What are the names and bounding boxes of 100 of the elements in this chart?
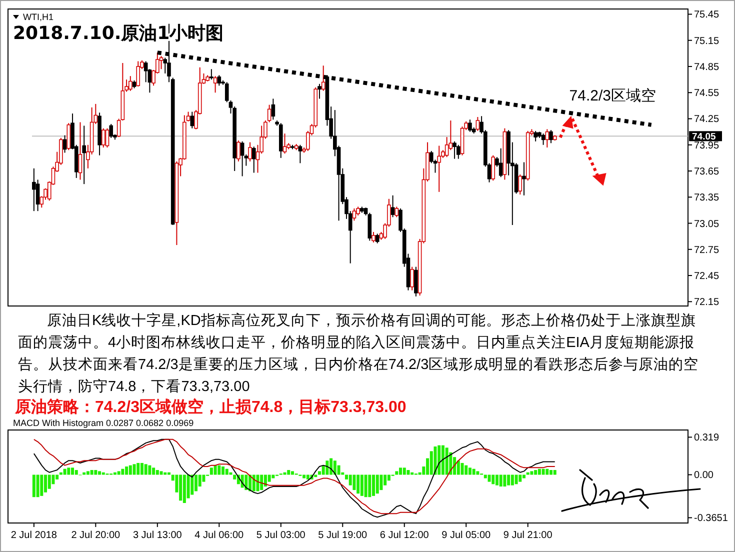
bar [522,474,526,478]
bar [460,462,464,475]
bar [121,468,124,475]
bar [356,474,360,494]
bar [484,474,487,478]
bar [36,474,40,498]
bar [198,474,202,487]
bar [364,474,368,498]
bar [156,470,159,475]
bar [352,474,356,490]
ref-line-label: 74.05 [692,132,716,143]
bar [360,474,364,496]
x-tick-label: 2 Jul 20:00 [71,530,121,541]
bar [71,468,74,475]
y-tick-label: -0.3651 [694,513,728,524]
bar [264,474,267,487]
bar [214,465,217,475]
bar [530,471,534,475]
y-tick-label: 74.25 [694,114,720,126]
bar [132,464,136,475]
bar [514,474,518,484]
bar [503,474,506,487]
bar [222,466,225,475]
bar [290,471,294,475]
bar [260,474,264,490]
bar [456,460,460,475]
bar [140,462,144,475]
x-tick-label: 9 Jul 05:00 [442,530,492,541]
x-tick-label: 9 Jul 21:00 [503,530,553,541]
bar [542,468,545,475]
bar [492,474,495,484]
bar [499,474,502,487]
bar [152,468,156,475]
bar [256,474,260,492]
x-tick-label: 2 Jul 2018 [10,530,58,541]
bar [252,474,256,492]
bar [538,468,541,475]
bar [438,445,441,475]
bar [148,465,152,475]
bar [441,445,444,475]
bar [44,474,48,492]
bar [125,466,128,475]
bar [468,468,472,475]
bar [306,474,310,480]
x-tick-label: 5 Jul 03:00 [256,530,306,541]
bar [395,471,398,475]
bar [550,470,553,475]
bar [488,474,491,482]
y-tick-label: 75.45 [694,10,720,21]
bar [144,464,148,475]
bar [160,471,163,475]
bar [380,474,383,490]
x-tick-label: 3 Jul 13:00 [132,530,182,541]
y-tick-label: 72.45 [694,271,720,282]
bar [445,448,448,475]
bar [40,474,44,496]
bar [510,474,514,486]
bar [136,462,140,475]
x-tick-label: 4 Jul 06:00 [194,530,244,541]
y-tick-label: 72.75 [694,244,720,256]
bar [194,474,198,492]
y-tick-label: 74.85 [694,62,720,73]
bar [182,474,186,503]
x-tick-label: 6 Jul 12:00 [380,530,430,541]
chart-subtitle: WTI,H1 [23,12,54,22]
bar [476,471,480,475]
y-tick-label: 75.15 [694,36,720,47]
bar [434,446,437,475]
bar [472,468,476,475]
bar [546,468,549,475]
y-tick-label: 0.00 [694,470,714,482]
bar [507,474,510,486]
bar [244,474,248,490]
bar [302,474,306,478]
bar [210,468,213,475]
text: 原油策略：74.2/3区域做空，止损74.8，目标73.3,73.00 [14,398,406,416]
y-tick-label: 0.319 [694,432,720,444]
bar [464,465,468,475]
bar [553,470,556,475]
bar [326,460,329,475]
bar [179,474,182,501]
bar [90,470,94,475]
y-tick-label: 72.15 [694,297,720,308]
bar [128,465,132,475]
bar [518,474,522,482]
chart-title: MACD With Histogram 0.0287 0.0682 0.0969 [13,418,194,428]
bar [225,468,228,475]
bar [48,474,51,489]
bar [495,474,498,486]
bar [406,470,410,475]
bar [333,460,336,475]
bar [287,470,290,475]
y-tick-label: 73.95 [694,140,720,152]
y-tick-label: 73.35 [694,192,720,204]
annotation: 74.2/3区域空 [569,88,656,105]
bar [117,471,120,475]
bar [94,470,98,475]
bar [376,474,379,494]
bar [63,468,66,475]
bar [372,474,376,496]
